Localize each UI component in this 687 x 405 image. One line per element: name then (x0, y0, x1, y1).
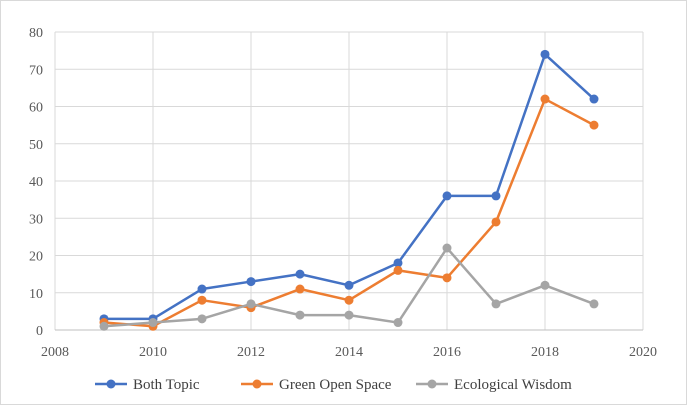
y-tick-label: 0 (36, 324, 43, 339)
data-point (491, 299, 501, 309)
data-point (295, 269, 305, 279)
x-tick-label: 2018 (531, 345, 559, 360)
y-tick-label: 30 (29, 212, 43, 227)
y-tick-label: 50 (29, 138, 43, 153)
legend-item: Both Topic (95, 377, 200, 393)
data-point (442, 191, 452, 201)
data-point (540, 280, 550, 290)
data-point (393, 265, 403, 275)
data-point (589, 94, 599, 104)
data-point (589, 299, 599, 309)
legend-label: Both Topic (133, 377, 200, 393)
data-point (295, 284, 305, 294)
data-point (246, 277, 256, 287)
legend-swatch-marker (252, 379, 262, 389)
data-point (344, 295, 354, 305)
data-point (197, 295, 207, 305)
legend: Both Topic Green Open Space Ecological Wis… (95, 377, 572, 393)
y-tick-label: 80 (29, 26, 43, 41)
data-point (393, 318, 403, 328)
x-axis-tick-labels: 2008 2010 2012 2014 2016 2018 2020 (41, 345, 657, 360)
data-point (393, 258, 403, 268)
legend-label: Green Open Space (279, 377, 392, 393)
data-point (99, 321, 109, 331)
data-point (197, 284, 207, 294)
y-tick-label: 40 (29, 175, 43, 190)
data-point (491, 191, 501, 201)
y-tick-label: 10 (29, 287, 43, 302)
data-point (344, 280, 354, 290)
legend-item: Green Open Space (241, 377, 392, 393)
data-point (295, 310, 305, 320)
data-point (442, 243, 452, 253)
x-tick-label: 2010 (139, 345, 167, 360)
x-tick-label: 2012 (237, 345, 265, 360)
data-point (589, 120, 599, 130)
legend-item: Ecological Wisdom (416, 377, 572, 393)
data-point (246, 299, 256, 309)
x-tick-label: 2020 (629, 345, 657, 360)
series-markers (99, 49, 599, 331)
data-point (442, 273, 452, 283)
y-tick-label: 20 (29, 250, 43, 265)
legend-swatch-marker (106, 379, 116, 389)
legend-label: Ecological Wisdom (454, 377, 572, 393)
data-point (540, 94, 550, 104)
data-point (197, 314, 207, 324)
y-axis-tick-labels: 0 10 20 30 40 50 60 70 80 (29, 26, 43, 339)
x-tick-label: 2008 (41, 345, 69, 360)
data-point (344, 310, 354, 320)
x-tick-label: 2016 (433, 345, 461, 360)
data-point (148, 318, 158, 328)
data-point (540, 49, 550, 59)
x-tick-label: 2014 (335, 345, 363, 360)
y-tick-label: 70 (29, 63, 43, 78)
y-tick-label: 60 (29, 101, 43, 116)
legend-swatch-marker (427, 379, 437, 389)
data-point (491, 217, 501, 227)
